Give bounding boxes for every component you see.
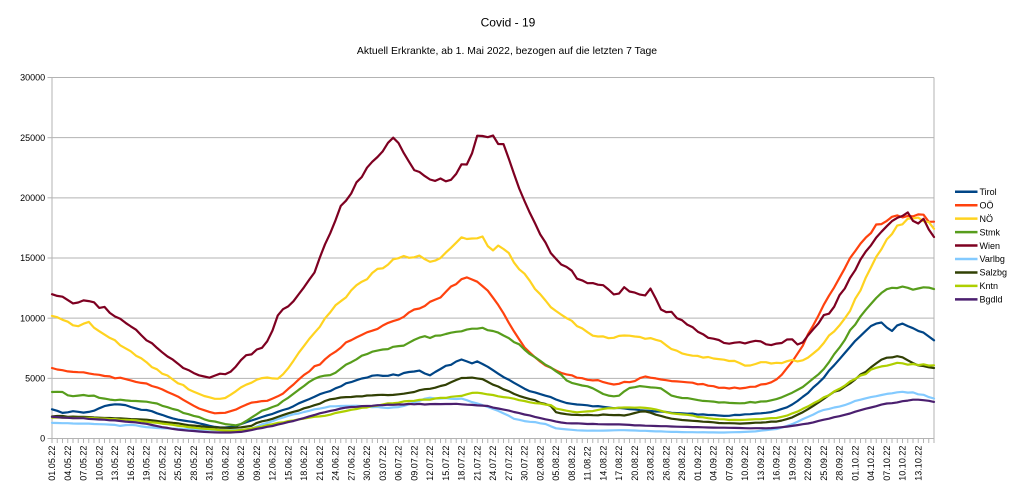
svg-text:NÖ: NÖ [980, 214, 994, 224]
svg-text:19.09.22: 19.09.22 [787, 446, 797, 481]
svg-text:24.06.22: 24.06.22 [331, 446, 341, 481]
svg-text:10.05.22: 10.05.22 [94, 446, 104, 481]
svg-text:04.05.22: 04.05.22 [63, 446, 73, 481]
svg-text:15.07.22: 15.07.22 [441, 446, 451, 481]
svg-text:26.08.22: 26.08.22 [661, 446, 671, 481]
svg-text:20.08.22: 20.08.22 [630, 446, 640, 481]
svg-text:06.06.22: 06.06.22 [236, 446, 246, 481]
svg-text:13.05.22: 13.05.22 [110, 446, 120, 481]
svg-text:20000: 20000 [20, 193, 45, 203]
svg-text:02.08.22: 02.08.22 [535, 446, 545, 481]
svg-text:18.07.22: 18.07.22 [457, 446, 467, 481]
svg-text:22.05.22: 22.05.22 [157, 446, 167, 481]
svg-text:15.06.22: 15.06.22 [283, 446, 293, 481]
svg-text:30.06.22: 30.06.22 [362, 446, 372, 481]
svg-text:11.08.22: 11.08.22 [583, 446, 593, 480]
svg-text:31.05.22: 31.05.22 [205, 446, 215, 481]
svg-text:04.09.22: 04.09.22 [709, 446, 719, 481]
svg-text:30.07.22: 30.07.22 [520, 446, 530, 481]
svg-text:01.09.22: 01.09.22 [693, 446, 703, 481]
svg-text:16.09.22: 16.09.22 [772, 446, 782, 481]
svg-text:10000: 10000 [20, 313, 45, 323]
svg-text:27.07.22: 27.07.22 [504, 446, 514, 481]
svg-text:5000: 5000 [25, 374, 45, 384]
svg-text:05.08.22: 05.08.22 [551, 446, 561, 481]
svg-text:0: 0 [40, 434, 45, 444]
svg-text:19.05.22: 19.05.22 [142, 446, 152, 481]
svg-text:17.08.22: 17.08.22 [614, 446, 624, 481]
svg-text:08.08.22: 08.08.22 [567, 446, 577, 481]
svg-text:25.09.22: 25.09.22 [819, 446, 829, 481]
svg-text:Covid - 19: Covid - 19 [481, 16, 536, 30]
svg-text:07.05.22: 07.05.22 [79, 446, 89, 481]
svg-text:03.06.22: 03.06.22 [220, 446, 230, 481]
svg-text:Salzbg: Salzbg [980, 268, 1008, 278]
svg-text:12.07.22: 12.07.22 [425, 446, 435, 481]
svg-text:07.10.22: 07.10.22 [882, 446, 892, 481]
svg-text:22.09.22: 22.09.22 [803, 446, 813, 481]
svg-text:01.10.22: 01.10.22 [850, 446, 860, 481]
svg-text:18.06.22: 18.06.22 [299, 446, 309, 481]
svg-text:Varlbg: Varlbg [980, 254, 1005, 264]
svg-text:16.05.22: 16.05.22 [126, 446, 136, 481]
svg-text:28.09.22: 28.09.22 [835, 446, 845, 481]
svg-text:14.08.22: 14.08.22 [598, 446, 608, 481]
svg-text:09.06.22: 09.06.22 [252, 446, 262, 481]
svg-text:21.07.22: 21.07.22 [472, 446, 482, 481]
svg-text:13.09.22: 13.09.22 [756, 446, 766, 481]
svg-text:28.05.22: 28.05.22 [189, 446, 199, 481]
svg-text:Wien: Wien [980, 241, 1001, 251]
svg-text:25.05.22: 25.05.22 [173, 446, 183, 481]
svg-text:29.08.22: 29.08.22 [677, 446, 687, 481]
svg-text:07.09.22: 07.09.22 [724, 446, 734, 481]
svg-text:23.08.22: 23.08.22 [646, 446, 656, 481]
svg-text:Bgdld: Bgdld [980, 295, 1003, 305]
svg-text:15000: 15000 [20, 253, 45, 263]
svg-text:10.09.22: 10.09.22 [740, 446, 750, 481]
svg-text:Tirol: Tirol [980, 187, 997, 197]
svg-text:24.07.22: 24.07.22 [488, 446, 498, 481]
svg-text:01.05.22: 01.05.22 [47, 446, 57, 481]
svg-text:25000: 25000 [20, 133, 45, 143]
svg-text:04.10.22: 04.10.22 [866, 446, 876, 481]
svg-text:Stmk: Stmk [980, 227, 1001, 237]
svg-text:27.06.22: 27.06.22 [346, 446, 356, 481]
svg-text:10.10.22: 10.10.22 [898, 446, 908, 481]
svg-text:03.07.22: 03.07.22 [378, 446, 388, 481]
svg-text:Kntn: Kntn [980, 281, 999, 291]
svg-text:30000: 30000 [20, 73, 45, 83]
svg-text:12.06.22: 12.06.22 [268, 446, 278, 481]
svg-text:13.10.22: 13.10.22 [913, 446, 923, 481]
svg-text:OÖ: OÖ [980, 200, 994, 210]
svg-text:06.07.22: 06.07.22 [394, 446, 404, 481]
svg-text:Aktuell Erkrankte, ab 1. Mai 2: Aktuell Erkrankte, ab 1. Mai 2022, bezog… [357, 46, 657, 57]
svg-text:21.06.22: 21.06.22 [315, 446, 325, 481]
svg-text:09.07.22: 09.07.22 [409, 446, 419, 481]
